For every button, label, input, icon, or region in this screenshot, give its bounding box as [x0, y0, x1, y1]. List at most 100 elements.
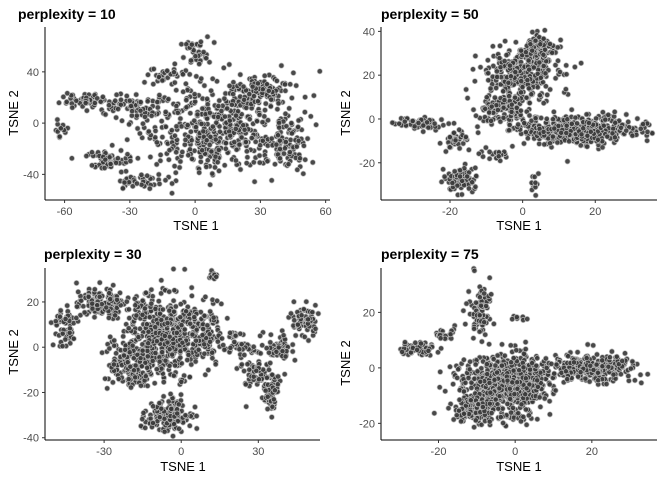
scatter-point: [491, 94, 498, 101]
x-tick-label: 30: [254, 206, 266, 218]
scatter-point: [464, 95, 471, 102]
scatter-point: [267, 339, 274, 346]
scatter-point: [550, 116, 556, 123]
scatter-point: [193, 337, 199, 344]
scatter-point: [257, 332, 264, 339]
scatter-point: [481, 290, 488, 297]
scatter-point: [166, 307, 173, 314]
scatter-point: [193, 425, 200, 432]
scatter-point: [139, 311, 146, 318]
scatter-point: [73, 280, 80, 286]
scatter-point: [240, 83, 247, 90]
scatter-point: [165, 96, 172, 103]
scatter-point: [512, 39, 519, 46]
scatter-point: [303, 298, 310, 305]
scatter-point: [563, 71, 570, 78]
scatter-point: [170, 297, 177, 304]
scatter-point: [264, 393, 271, 400]
scatter-point: [200, 326, 207, 332]
scatter-point: [216, 97, 223, 104]
scatter-point: [159, 77, 166, 84]
scatter-point: [468, 384, 475, 391]
scatter-points: [397, 265, 651, 431]
scatter-point: [63, 98, 70, 105]
scatter-point: [153, 366, 160, 373]
scatter-point: [137, 355, 144, 362]
scatter-point: [171, 287, 178, 294]
scatter-point: [518, 401, 525, 408]
scatter-point: [506, 385, 513, 392]
scatter-point: [517, 107, 524, 114]
scatter-point: [133, 312, 140, 319]
scatter-point: [498, 362, 505, 369]
scatter-point: [568, 106, 575, 113]
scatter-point: [190, 47, 197, 54]
scatter-point: [472, 53, 479, 59]
scatter-point: [189, 331, 196, 338]
scatter-point: [232, 125, 239, 132]
scatter-point: [131, 367, 137, 374]
scatter-point: [492, 396, 499, 403]
scatter-point: [521, 120, 528, 127]
scatter-point: [445, 405, 452, 412]
scatter-point: [462, 379, 469, 386]
scatter-point: [486, 148, 493, 155]
scatter-point: [170, 372, 177, 379]
scatter-point: [75, 288, 82, 295]
scatter-point: [104, 385, 111, 392]
scatter-point: [470, 66, 476, 73]
scatter-point: [149, 357, 156, 364]
scatter-point: [248, 135, 255, 141]
scatter-point: [173, 177, 179, 184]
scatter-point: [625, 377, 632, 384]
scatter-point: [549, 49, 556, 56]
scatter-point: [638, 379, 645, 386]
scatter-point: [542, 70, 549, 77]
scatter-point: [572, 114, 579, 121]
scatter-point: [496, 385, 503, 392]
scatter-point: [64, 302, 71, 309]
scatter-point: [501, 58, 508, 65]
scatter-point: [192, 404, 198, 410]
scatter-point: [280, 332, 287, 339]
scatter-point: [198, 120, 205, 127]
scatter-point: [96, 279, 103, 286]
scatter-point: [509, 379, 516, 386]
scatter-point: [172, 362, 179, 369]
scatter-point: [467, 397, 474, 404]
scatter-point: [497, 64, 504, 71]
scatter-point: [304, 135, 311, 142]
scatter-point: [171, 79, 178, 86]
scatter-point: [222, 140, 229, 147]
scatter-point: [56, 99, 62, 106]
scatter-point: [293, 143, 300, 150]
scatter-point: [504, 377, 511, 384]
scatter-point: [288, 95, 295, 101]
scatter-point: [541, 27, 548, 34]
scatter-point: [456, 396, 463, 403]
scatter-point: [464, 173, 471, 180]
scatter-point: [203, 163, 210, 170]
scatter-point: [221, 95, 228, 102]
scatter-point: [282, 145, 288, 152]
scatter-point: [543, 115, 550, 122]
scatter-point: [262, 387, 269, 394]
scatter-point: [230, 91, 237, 98]
scatter-point: [164, 320, 171, 327]
scatter-point: [512, 69, 519, 76]
scatter-point: [524, 77, 531, 84]
y-tick-label: 20: [27, 297, 39, 309]
scatter-point: [242, 381, 249, 388]
scatter-point: [602, 116, 609, 123]
scatter-point: [153, 161, 160, 168]
scatter-point: [160, 393, 167, 400]
scatter-point: [599, 144, 606, 151]
scatter-point: [109, 142, 116, 149]
scatter-point: [180, 88, 187, 95]
scatter-point: [519, 84, 526, 91]
scatter-point: [472, 417, 479, 424]
scatter-point: [523, 94, 530, 101]
